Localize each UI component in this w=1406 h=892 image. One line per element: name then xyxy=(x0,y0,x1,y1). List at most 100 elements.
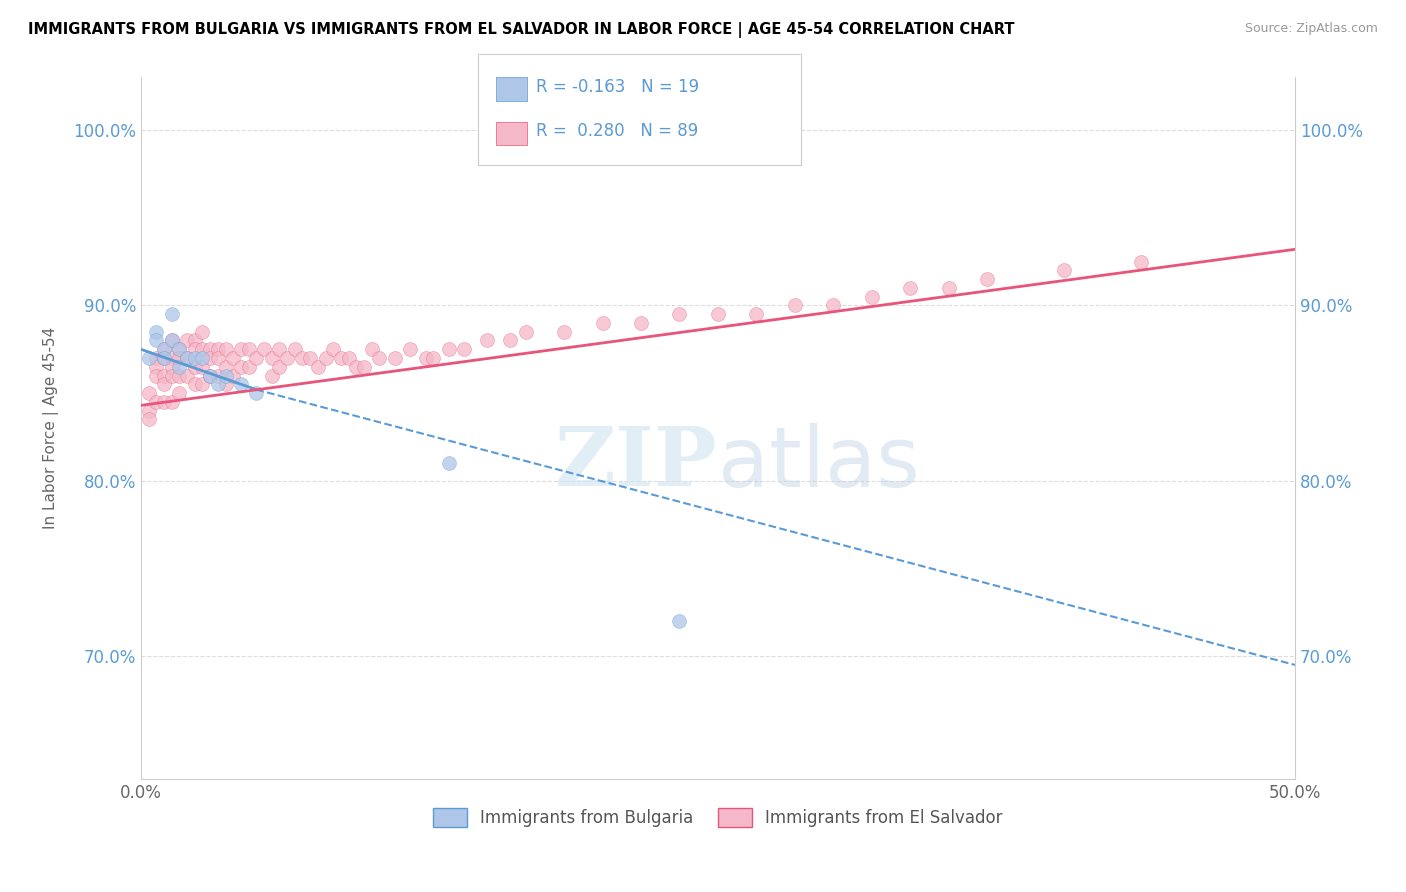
Point xyxy=(453,343,475,357)
Point xyxy=(191,377,214,392)
Point xyxy=(745,307,768,321)
Point xyxy=(344,359,367,374)
Point xyxy=(153,377,176,392)
Point xyxy=(238,359,260,374)
Point xyxy=(160,368,183,383)
Point xyxy=(207,377,229,392)
Point xyxy=(160,334,183,348)
Point xyxy=(153,343,176,357)
Point xyxy=(160,359,183,374)
Point xyxy=(260,351,283,365)
Point xyxy=(399,343,422,357)
Point xyxy=(269,343,291,357)
Point xyxy=(145,334,167,348)
Text: ZIP: ZIP xyxy=(555,423,718,503)
Point xyxy=(384,351,406,365)
Text: Source: ZipAtlas.com: Source: ZipAtlas.com xyxy=(1244,22,1378,36)
Point xyxy=(668,307,690,321)
Point xyxy=(214,377,236,392)
Point xyxy=(1130,254,1153,268)
Point xyxy=(976,272,998,286)
Point xyxy=(138,412,160,426)
Point xyxy=(499,334,522,348)
Point xyxy=(191,343,214,357)
Text: atlas: atlas xyxy=(718,423,920,504)
Point xyxy=(207,343,229,357)
Point xyxy=(138,403,160,417)
Point xyxy=(145,351,167,365)
Point xyxy=(153,368,176,383)
Point xyxy=(183,359,205,374)
Point xyxy=(630,316,652,330)
Point xyxy=(1053,263,1076,277)
Text: IMMIGRANTS FROM BULGARIA VS IMMIGRANTS FROM EL SALVADOR IN LABOR FORCE | AGE 45-: IMMIGRANTS FROM BULGARIA VS IMMIGRANTS F… xyxy=(28,22,1015,38)
Point xyxy=(245,386,267,401)
Point xyxy=(176,351,198,365)
Point xyxy=(668,614,690,628)
Legend: Immigrants from Bulgaria, Immigrants from El Salvador: Immigrants from Bulgaria, Immigrants fro… xyxy=(427,801,1010,834)
Point xyxy=(169,343,191,357)
Point xyxy=(214,343,236,357)
Point xyxy=(160,395,183,409)
Point xyxy=(169,386,191,401)
Point xyxy=(238,343,260,357)
Point xyxy=(269,359,291,374)
Point xyxy=(191,351,214,365)
Point xyxy=(138,386,160,401)
Point xyxy=(145,325,167,339)
Point xyxy=(145,359,167,374)
Point xyxy=(475,334,498,348)
Point xyxy=(276,351,298,365)
Point xyxy=(214,359,236,374)
Point xyxy=(783,298,806,312)
Point xyxy=(176,368,198,383)
Point xyxy=(183,334,205,348)
Point xyxy=(229,377,252,392)
Point xyxy=(938,281,960,295)
Point xyxy=(245,351,267,365)
Point xyxy=(153,351,176,365)
Point xyxy=(284,343,307,357)
Point xyxy=(176,351,198,365)
Point xyxy=(515,325,537,339)
Point xyxy=(437,456,460,470)
Point xyxy=(183,351,205,365)
Point xyxy=(160,307,183,321)
Point xyxy=(169,359,191,374)
Point xyxy=(191,359,214,374)
Point xyxy=(553,325,575,339)
Point xyxy=(353,359,375,374)
Point xyxy=(207,368,229,383)
Point xyxy=(207,351,229,365)
Point xyxy=(707,307,730,321)
Point xyxy=(329,351,352,365)
Point xyxy=(315,351,337,365)
Point xyxy=(153,395,176,409)
Point xyxy=(222,368,245,383)
Point xyxy=(183,377,205,392)
Point xyxy=(422,351,444,365)
Point xyxy=(169,351,191,365)
Y-axis label: In Labor Force | Age 45-54: In Labor Force | Age 45-54 xyxy=(44,327,59,529)
Point xyxy=(160,334,183,348)
Point xyxy=(860,290,883,304)
Point xyxy=(198,351,221,365)
Point xyxy=(229,359,252,374)
Point xyxy=(169,343,191,357)
Point xyxy=(823,298,845,312)
Point xyxy=(191,325,214,339)
Point xyxy=(198,368,221,383)
Point xyxy=(198,343,221,357)
Point xyxy=(437,343,460,357)
Point xyxy=(198,368,221,383)
Point xyxy=(214,368,236,383)
Point xyxy=(176,334,198,348)
Point xyxy=(222,351,245,365)
Point xyxy=(307,359,329,374)
Point xyxy=(368,351,391,365)
Point xyxy=(299,351,322,365)
Point xyxy=(153,343,176,357)
Point xyxy=(322,343,344,357)
Text: R = -0.163   N = 19: R = -0.163 N = 19 xyxy=(536,78,699,95)
Point xyxy=(153,351,176,365)
